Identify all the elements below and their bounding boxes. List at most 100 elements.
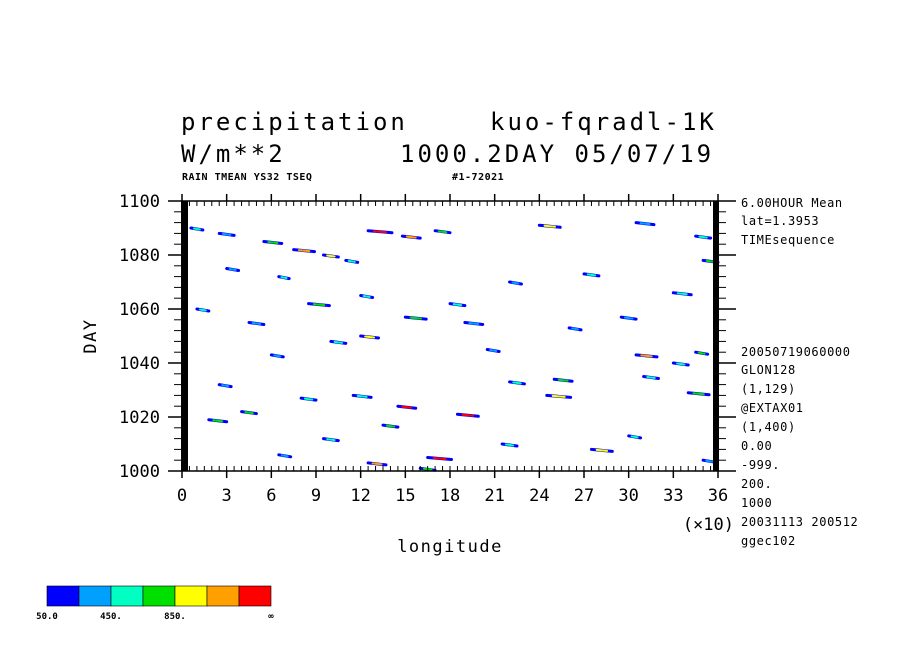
- rain-streak-core: [373, 230, 387, 234]
- rain-streak-core: [504, 443, 515, 447]
- x-tick-label: 21: [484, 486, 504, 506]
- rain-streak-core: [297, 249, 311, 253]
- plot-area: [182, 201, 718, 471]
- units-label: W/m**2: [181, 140, 286, 168]
- rain-streak-core: [371, 462, 383, 466]
- rain-streak-core: [437, 230, 448, 234]
- x-tick-label: 6: [266, 486, 276, 506]
- x-tick-label: 0: [177, 486, 187, 506]
- rain-streak-core: [333, 340, 344, 344]
- rain-streak-core: [639, 222, 651, 226]
- colorbar-swatch: [174, 585, 208, 607]
- rain-streak-core: [489, 349, 498, 352]
- left-edge-bar: [181, 201, 188, 471]
- rain-streak-core: [646, 376, 656, 379]
- colorbar-label: 50.0: [36, 612, 58, 622]
- rain-streak-core: [640, 354, 653, 358]
- rain-streak-core: [405, 235, 417, 239]
- x-tick-label: 12: [350, 486, 370, 506]
- rain-streak-core: [267, 241, 279, 244]
- rain-streak-core: [326, 438, 336, 442]
- y-tick-label: 1060: [119, 300, 160, 320]
- rain-streak-core: [551, 394, 566, 398]
- rain-streak-core: [347, 259, 356, 263]
- rain-streak-core: [273, 354, 282, 358]
- side-info-1: 6.00HOUR Mean: [741, 196, 843, 210]
- side-info-6: (1,129): [741, 382, 796, 396]
- rain-streak-core: [212, 419, 224, 423]
- rain-streak-core: [280, 454, 289, 458]
- colorbar-swatch: [206, 585, 240, 607]
- chart-title: precipitation: [181, 108, 408, 136]
- rain-streak-core: [198, 308, 207, 312]
- side-info-5: GLON128: [741, 363, 796, 377]
- rain-streak-core: [228, 268, 237, 271]
- rain-streak-core: [303, 397, 314, 401]
- colorbar-label: 850.: [164, 612, 186, 622]
- rain-streak-core: [595, 448, 609, 452]
- x-tick-label: 33: [663, 486, 683, 506]
- rain-streak-core: [676, 292, 688, 296]
- rain-streak-core: [326, 254, 336, 258]
- x-multiplier-label: (×10): [683, 515, 734, 535]
- y-tick-label: 1100: [119, 192, 160, 212]
- rain-streak-core: [698, 235, 708, 239]
- y-tick-label: 1080: [119, 246, 160, 266]
- side-info-14: ggec102: [741, 534, 796, 548]
- rain-streak-core: [511, 281, 520, 285]
- x-tick-label: 9: [311, 486, 321, 506]
- subtitle-right: #1-72021: [452, 172, 505, 183]
- rain-streak-core: [221, 384, 230, 388]
- rain-streak-core: [251, 322, 262, 325]
- rain-streak-core: [676, 362, 686, 366]
- side-info-9: 0.00: [741, 439, 773, 453]
- rain-streak-core: [571, 327, 580, 331]
- rain-streak-core: [692, 392, 705, 396]
- rain-streak-core: [409, 316, 422, 320]
- x-tick-label: 27: [574, 486, 594, 506]
- rain-streak-core: [401, 405, 413, 409]
- rain-streak-core: [461, 413, 475, 417]
- rain-streak-core: [192, 227, 201, 231]
- x-tick-label: 18: [440, 486, 460, 506]
- rain-streak-core: [385, 424, 396, 428]
- rain-streak-core: [280, 276, 288, 280]
- side-info-7: @EXTAX01: [741, 401, 804, 415]
- rain-streak-core: [630, 435, 639, 439]
- x-tick-label: 36: [708, 486, 728, 506]
- side-info-13: 20031113 200512: [741, 515, 859, 529]
- time-label: 1000.2DAY 05/07/19: [400, 140, 715, 168]
- colorbar-swatch: [46, 585, 80, 607]
- rain-streak-core: [312, 303, 326, 307]
- y-axis-label: DAY: [81, 318, 101, 353]
- side-info-8: (1,400): [741, 420, 796, 434]
- colorbar-swatch: [78, 585, 112, 607]
- side-info-10: -999.: [741, 458, 781, 472]
- side-info-12: 1000: [741, 496, 773, 510]
- rain-streak-core: [362, 295, 371, 298]
- rain-streak-core: [221, 232, 232, 236]
- colorbar-swatch: [142, 585, 176, 607]
- rain-streak-core: [452, 303, 463, 307]
- rain-streak-core: [705, 459, 714, 463]
- rain-streak-core: [356, 394, 368, 398]
- rain-streak-core: [623, 316, 634, 320]
- y-tick-label: 1020: [119, 408, 160, 428]
- x-axis-label: longitude: [397, 537, 503, 557]
- colorbar-swatch: [110, 585, 144, 607]
- rain-streak-core: [468, 322, 480, 325]
- side-info-11: 200.: [741, 477, 773, 491]
- y-tick-label: 1000: [119, 462, 160, 482]
- colorbar-label: ∞: [268, 612, 274, 622]
- x-tick-label: 15: [395, 486, 415, 506]
- rain-streak-core: [364, 335, 376, 339]
- colorbar-swatch: [238, 585, 272, 607]
- rain-streak-core: [557, 378, 569, 382]
- colorbar-label: 450.: [100, 612, 122, 622]
- x-tick-label: 3: [222, 486, 232, 506]
- rain-streak-core: [586, 273, 597, 277]
- right-edge-bar: [713, 201, 719, 471]
- rain-streak-core: [432, 457, 447, 460]
- rain-streak-core: [697, 351, 706, 355]
